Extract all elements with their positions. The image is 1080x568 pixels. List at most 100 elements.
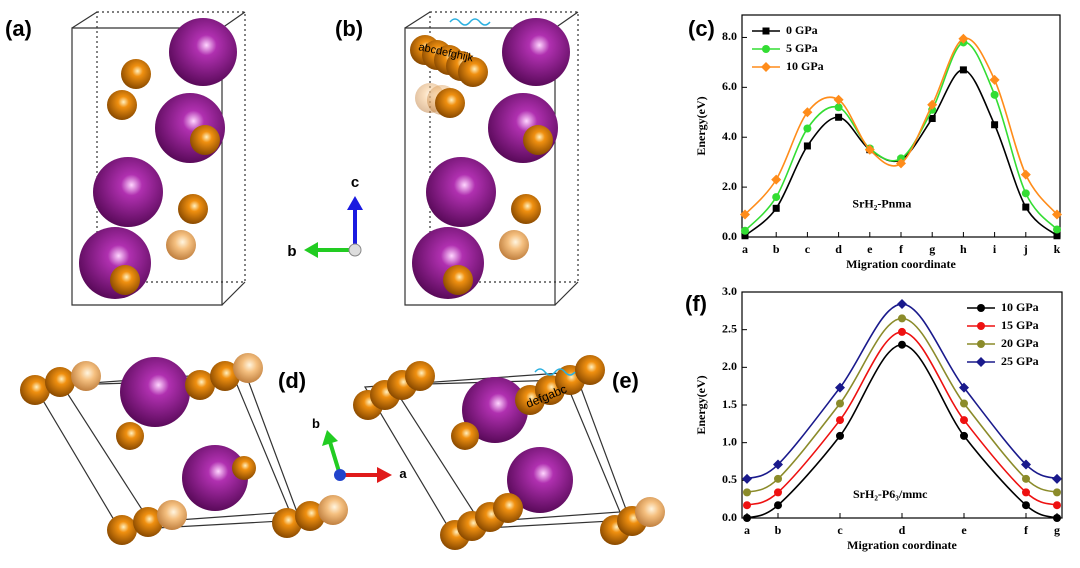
y-tick-label: 0.0 (722, 510, 737, 524)
marker (991, 121, 999, 129)
marker (896, 158, 906, 169)
panel-label: (f) (685, 291, 707, 316)
x-tick-label: b (775, 523, 782, 537)
legend-label: 20 GPa (1001, 336, 1039, 350)
panel-label: (a) (5, 16, 32, 41)
panel-label: (b) (335, 16, 363, 41)
marker (864, 144, 875, 155)
marker (1053, 501, 1061, 510)
marker (959, 382, 969, 393)
marker (802, 107, 813, 118)
marker (898, 314, 906, 323)
y-tick-label: 0.0 (722, 229, 737, 243)
marker (836, 416, 844, 425)
legend-label: 10 GPa (786, 59, 824, 73)
marker (774, 501, 782, 510)
marker (898, 327, 906, 336)
marker (1022, 488, 1030, 497)
marker (1052, 473, 1062, 484)
legend-label: 10 GPa (1001, 300, 1039, 314)
axis-label: a (399, 466, 407, 481)
marker (960, 416, 968, 425)
axis-label: b (312, 416, 320, 431)
legend-marker (976, 357, 986, 367)
x-tick-label: a (742, 242, 748, 256)
legend-marker (762, 27, 770, 35)
x-tick-label: g (929, 242, 935, 256)
marker (743, 501, 751, 510)
y-axis-label: Energy(eV) (694, 96, 708, 155)
x-tick-label: a (744, 523, 750, 537)
marker (742, 473, 752, 484)
marker (1021, 459, 1031, 470)
marker (928, 115, 936, 123)
y-tick-label: 8.0 (722, 29, 737, 43)
marker (897, 299, 907, 310)
marker (803, 142, 811, 150)
x-axis-label: Migration coordinate (846, 257, 956, 271)
y-tick-label: 2.0 (722, 179, 737, 193)
marker (774, 488, 782, 497)
panel-label: (c) (688, 16, 715, 41)
series-line (744, 69, 1058, 237)
panel-label: (d) (278, 368, 306, 393)
marker (1053, 488, 1061, 497)
x-tick-label: d (835, 242, 842, 256)
marker (1053, 225, 1061, 234)
legend-marker (977, 322, 985, 330)
y-tick-label: 4.0 (722, 129, 737, 143)
marker (803, 124, 812, 133)
legend-marker (977, 304, 985, 312)
legend-marker (761, 62, 771, 72)
marker (772, 193, 781, 202)
marker (1022, 474, 1030, 483)
marker (1022, 501, 1030, 510)
marker (772, 204, 780, 212)
marker (1052, 209, 1062, 220)
annotation: SrH₂-P6₃/mmc (853, 487, 928, 501)
y-tick-label: 1.5 (722, 397, 737, 411)
marker (836, 431, 844, 440)
legend-label: 25 GPa (1001, 354, 1039, 368)
marker (835, 382, 845, 393)
legend-marker (977, 340, 985, 348)
x-tick-label: e (867, 242, 873, 256)
y-tick-label: 6.0 (722, 79, 737, 93)
x-tick-label: e (961, 523, 967, 537)
series-line (744, 41, 1058, 232)
y-tick-label: 3.0 (722, 284, 737, 298)
x-tick-label: k (1054, 242, 1061, 256)
x-tick-label: i (993, 242, 997, 256)
marker (740, 209, 750, 220)
marker (771, 174, 782, 185)
atoms-b (410, 18, 570, 299)
y-axis-label: Energy(eV) (694, 375, 708, 434)
marker (743, 488, 751, 497)
y-tick-label: 2.0 (722, 359, 737, 373)
axis-label: b (287, 243, 296, 260)
marker (1053, 514, 1061, 522)
marker (1022, 203, 1030, 211)
marker (773, 459, 783, 470)
x-axis-label: Migration coordinate (847, 538, 957, 552)
marker (1053, 232, 1061, 240)
axis-label: c (351, 174, 359, 191)
x-tick-label: j (1023, 242, 1028, 256)
x-tick-label: f (899, 242, 904, 256)
marker (958, 33, 969, 44)
x-tick-label: h (960, 242, 967, 256)
atoms-d (20, 353, 348, 545)
marker (960, 399, 968, 408)
x-tick-label: d (899, 523, 906, 537)
atoms-e (353, 355, 665, 550)
marker (833, 94, 844, 105)
legend-label: 15 GPa (1001, 318, 1039, 332)
marker (774, 474, 782, 483)
marker (834, 103, 843, 112)
marker (990, 90, 999, 99)
marker (960, 431, 968, 440)
marker (743, 514, 751, 522)
marker (836, 399, 844, 408)
panel-label: (e) (612, 368, 639, 393)
